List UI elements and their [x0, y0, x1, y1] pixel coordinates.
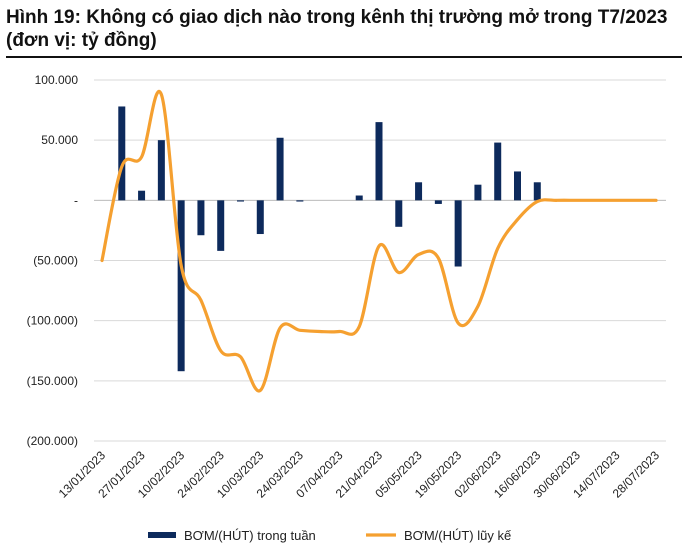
bar-03-02-2023	[157, 140, 165, 201]
bar-10-02-2023	[177, 200, 185, 372]
x-axis-labels: 13/01/202327/01/202310/02/202324/02/2023…	[56, 448, 663, 501]
bar-17-03-2023	[276, 137, 284, 201]
bar-24-03-2023	[296, 200, 304, 202]
bar-26-05-2023	[474, 184, 482, 201]
title-divider	[6, 56, 682, 58]
bar-20-01-2023	[118, 106, 126, 201]
y-tick-label: (150.000)	[27, 374, 78, 388]
bar-17-02-2023	[197, 200, 205, 236]
y-tick-label: (200.000)	[27, 434, 78, 448]
cumulative-line	[100, 89, 658, 393]
bar-02-06-2023	[494, 142, 502, 201]
bar-16-06-2023	[533, 182, 541, 201]
bar-12-05-2023	[434, 200, 442, 204]
bar-27-01-2023	[138, 190, 146, 201]
bar-24-02-2023	[217, 200, 225, 251]
y-tick-label: 100.000	[35, 73, 79, 87]
bar-28-04-2023	[395, 200, 403, 227]
weekly-bars	[118, 106, 541, 372]
legend-label-line: BƠM/(HÚT) lũy kế	[404, 528, 512, 543]
bar-10-03-2023	[256, 200, 264, 235]
chart-title: Hình 19: Không có giao dịch nào trong kê…	[6, 7, 668, 51]
y-tick-label: 50.000	[41, 133, 78, 147]
y-tick-label: (100.000)	[27, 314, 78, 328]
bar-19-05-2023	[454, 200, 462, 267]
legend-label-bars: BƠM/(HÚT) trong tuần	[184, 528, 316, 543]
legend: BƠM/(HÚT) trong tuần BƠM/(HÚT) lũy kế	[148, 528, 512, 543]
y-tick-label: -	[74, 193, 78, 207]
y-axis-labels: 100.000 50.000 - (50.000) (100.000) (150.000)…	[27, 73, 79, 448]
bar-09-06-2023	[514, 171, 521, 201]
y-tick-label: (50.000)	[33, 254, 78, 268]
bar-05-05-2023	[415, 182, 423, 201]
bar-03-03-2023	[237, 200, 244, 202]
bar-21-04-2023	[375, 122, 383, 201]
legend-swatch-bars	[148, 532, 176, 538]
bar-14-04-2023	[355, 195, 363, 201]
cumulative-line-group	[100, 89, 658, 393]
